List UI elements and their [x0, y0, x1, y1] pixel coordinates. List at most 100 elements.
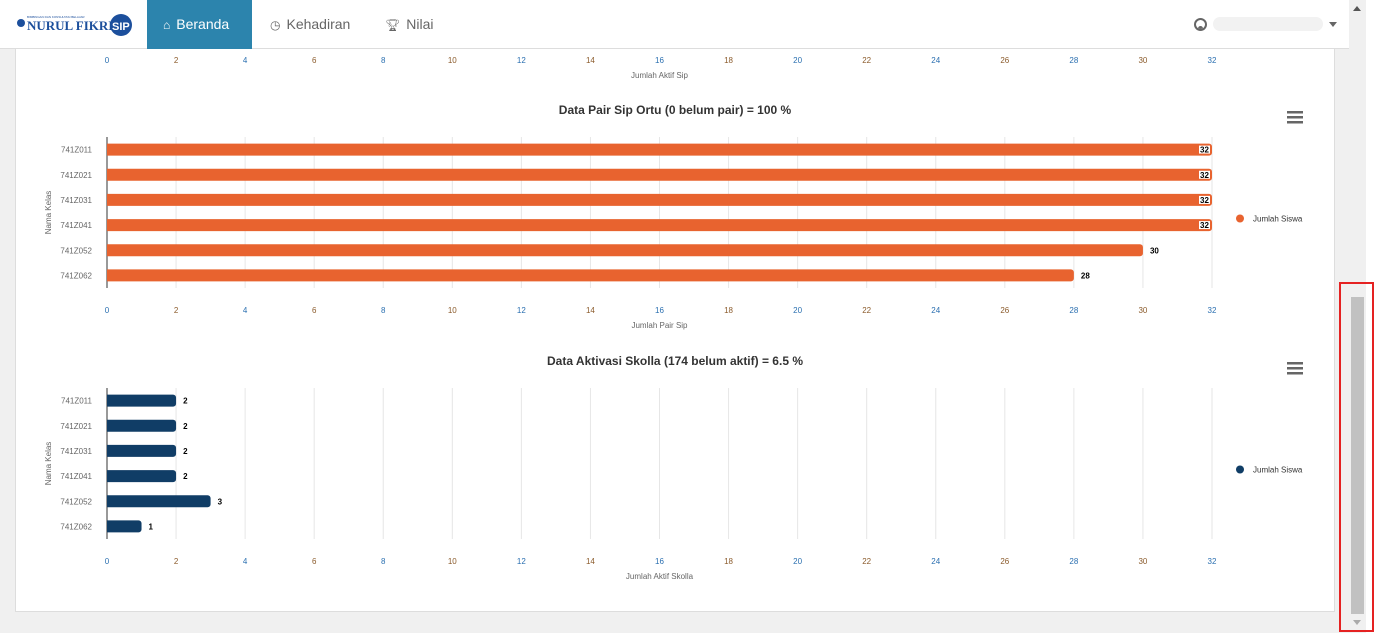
- x-tick-label: 14: [586, 306, 595, 315]
- vertical-scrollbar[interactable]: [1349, 0, 1366, 633]
- nav-beranda[interactable]: ⌂ Beranda: [147, 0, 252, 49]
- bar: [107, 193, 1212, 206]
- data-label: 2: [183, 472, 188, 481]
- data-label: 32: [1200, 146, 1209, 155]
- x-tick-label: 6: [312, 557, 317, 566]
- bar: [107, 520, 142, 533]
- home-icon: ⌂: [163, 18, 171, 32]
- y-category-label: 741Z062: [60, 271, 92, 280]
- x-tick-label: 6: [312, 56, 317, 65]
- chart-menu-icon[interactable]: [1287, 111, 1303, 124]
- data-label: 2: [183, 397, 188, 406]
- highlight-box: [1339, 282, 1374, 632]
- y-category-label: 741Z021: [60, 422, 92, 431]
- x-tick-label: 6: [312, 306, 317, 315]
- x-tick-label: 20: [793, 557, 802, 566]
- scroll-down-arrow-icon[interactable]: [1353, 620, 1361, 625]
- x-tick-label: 4: [243, 56, 248, 65]
- x-tick-label: 0: [105, 557, 110, 566]
- data-label-bg: [1199, 170, 1210, 179]
- x-tick-label: 24: [931, 306, 940, 315]
- y-category-label: 741Z031: [60, 447, 92, 456]
- nurul-fikri-sip-logo[interactable]: NURUL FIKRI SIP BIMBINGAN DAN KONSULTASI…: [15, 13, 133, 37]
- legend-item-jumlah-siswa[interactable]: Jumlah Siswa: [1253, 215, 1303, 224]
- x-tick-label: 8: [381, 56, 386, 65]
- menu-bar: [1287, 362, 1303, 365]
- data-label: 1: [149, 522, 154, 531]
- data-label: 32: [1200, 171, 1209, 180]
- bar: [107, 219, 1212, 232]
- y-category-label: 741Z021: [60, 171, 92, 180]
- x-tick-label: 32: [1208, 56, 1217, 65]
- chart-title: Data Aktivasi Skolla (174 belum aktif) =…: [547, 354, 803, 368]
- x-axis-title: Jumlah Aktif Sip: [631, 71, 688, 80]
- x-tick-label: 28: [1069, 557, 1078, 566]
- bar: [107, 269, 1074, 282]
- data-label-bg: [1199, 195, 1210, 204]
- x-tick-label: 30: [1138, 557, 1147, 566]
- x-tick-label: 4: [243, 557, 248, 566]
- x-tick-label: 16: [655, 56, 664, 65]
- chart-title: Data Pair Sip Ortu (0 belum pair) = 100 …: [559, 103, 792, 117]
- legend-item-jumlah-siswa[interactable]: Jumlah Siswa: [1253, 466, 1303, 475]
- data-label: 2: [183, 422, 188, 431]
- bar: [107, 244, 1143, 257]
- data-label: 32: [1200, 221, 1209, 230]
- data-label: 30: [1150, 246, 1159, 255]
- trophy-icon: 🏆︎: [385, 18, 401, 32]
- y-category-label: 741Z041: [60, 221, 92, 230]
- x-tick-label: 8: [381, 306, 386, 315]
- x-tick-label: 2: [174, 56, 179, 65]
- chevron-down-icon: [1329, 21, 1337, 27]
- y-category-label: 741Z041: [60, 472, 92, 481]
- x-tick-label: 4: [243, 306, 248, 315]
- bar: [107, 143, 1212, 156]
- x-tick-label: 18: [724, 56, 733, 65]
- x-axis-title: Jumlah Aktif Skolla: [626, 572, 694, 581]
- scroll-up-arrow-icon[interactable]: [1353, 6, 1361, 11]
- user-menu[interactable]: [1194, 15, 1337, 33]
- svg-text:BIMBINGAN DAN KONSULTASI BELAJ: BIMBINGAN DAN KONSULTASI BELAJAR: [27, 15, 85, 19]
- svg-text:SIP: SIP: [112, 21, 130, 33]
- y-category-label: 741Z011: [61, 397, 93, 406]
- y-category-label: 741Z052: [60, 497, 92, 506]
- x-tick-label: 10: [448, 56, 457, 65]
- scrollbar-thumb[interactable]: [1351, 297, 1364, 614]
- bar: [107, 168, 1212, 181]
- y-axis-title: Nama Kelas: [44, 191, 53, 235]
- data-label: 3: [218, 497, 223, 506]
- x-tick-label: 30: [1138, 56, 1147, 65]
- bar: [107, 394, 177, 407]
- y-category-label: 741Z062: [60, 522, 92, 531]
- top-navbar: NURUL FIKRI SIP BIMBINGAN DAN KONSULTASI…: [0, 0, 1349, 49]
- legend-marker: [1236, 465, 1244, 474]
- bar: [107, 419, 177, 432]
- x-tick-label: 0: [105, 56, 110, 65]
- x-tick-label: 12: [517, 306, 526, 315]
- y-axis-title: Nama Kelas: [44, 442, 53, 486]
- x-tick-label: 16: [655, 557, 664, 566]
- nav-kehadiran[interactable]: ◷ Kehadiran: [270, 16, 351, 32]
- y-category-label: 741Z031: [60, 196, 92, 205]
- x-tick-label: 30: [1138, 306, 1147, 315]
- svg-text:NURUL FIKRI: NURUL FIKRI: [27, 18, 113, 33]
- x-tick-label: 24: [931, 557, 940, 566]
- x-tick-label: 14: [586, 56, 595, 65]
- x-tick-label: 22: [862, 56, 871, 65]
- x-tick-label: 20: [793, 56, 802, 65]
- x-tick-label: 32: [1208, 557, 1217, 566]
- chart-menu-icon[interactable]: [1287, 362, 1303, 375]
- x-tick-label: 32: [1208, 306, 1217, 315]
- x-axis-title: Jumlah Pair Sip: [631, 321, 688, 330]
- x-tick-label: 10: [448, 306, 457, 315]
- user-name-redacted: [1213, 17, 1323, 31]
- menu-bar: [1287, 116, 1303, 119]
- x-tick-label: 26: [1000, 56, 1009, 65]
- x-tick-label: 10: [448, 557, 457, 566]
- data-label: 2: [183, 447, 188, 456]
- nav-nilai[interactable]: 🏆︎ Nilai: [385, 16, 434, 32]
- bar: [107, 444, 177, 457]
- x-tick-label: 22: [862, 306, 871, 315]
- x-tick-label: 12: [517, 56, 526, 65]
